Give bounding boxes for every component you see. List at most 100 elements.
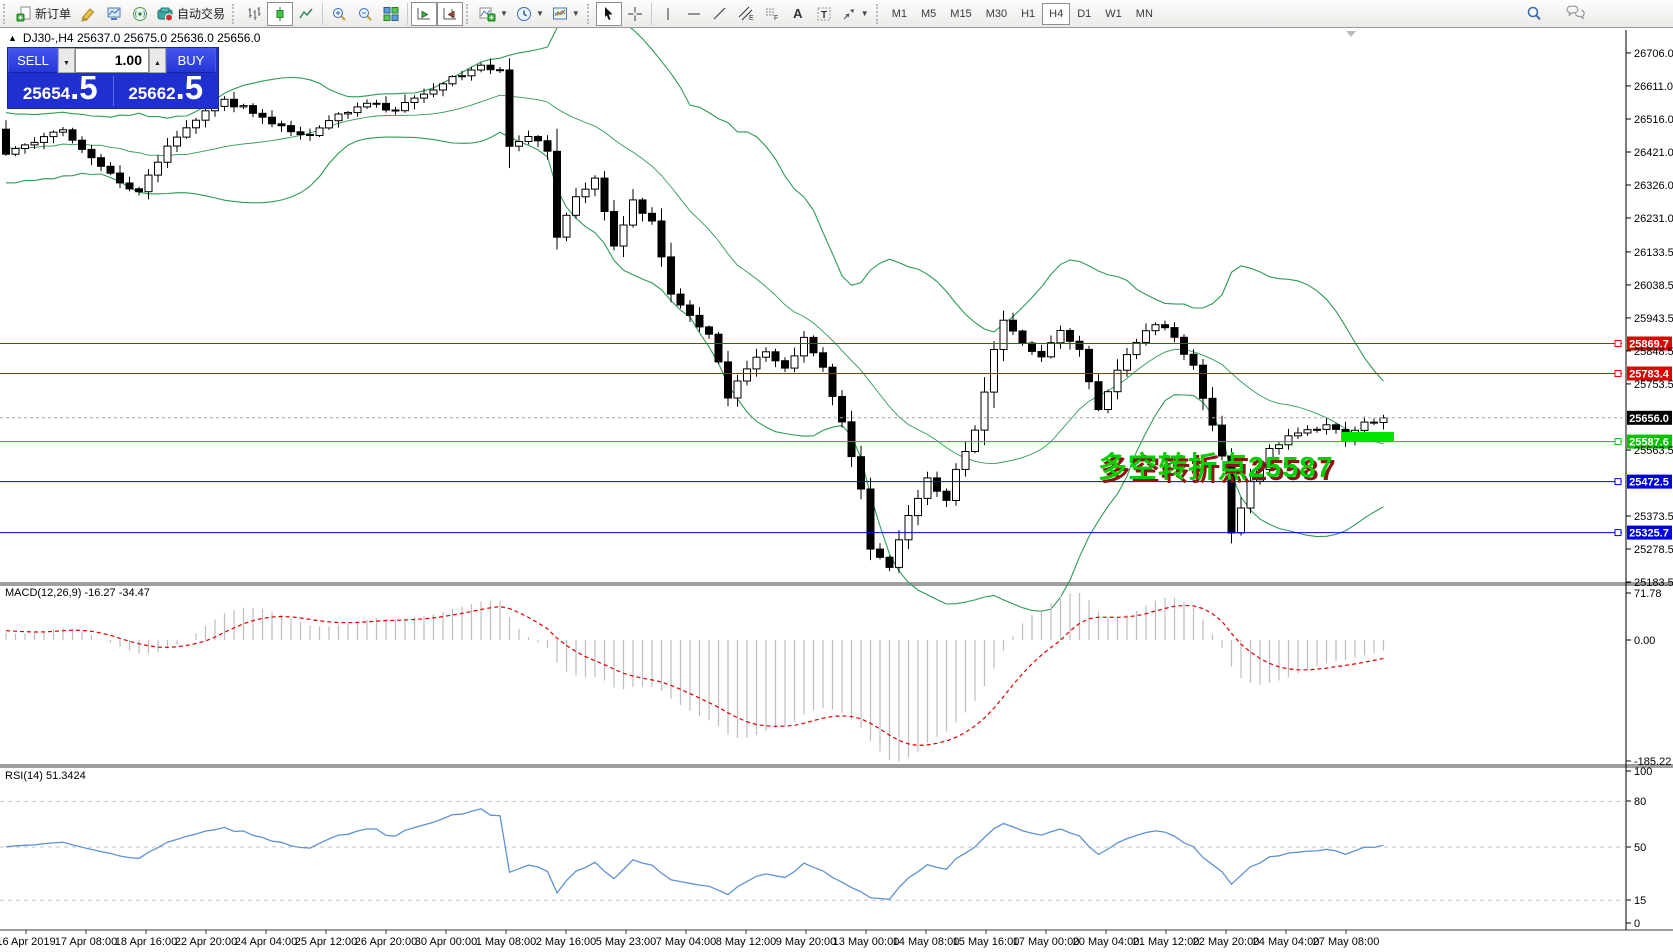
candlestick-mode-button[interactable] [267, 1, 294, 26]
volume-increase-button[interactable]: ▲ [149, 48, 166, 73]
tab-timeframe-M1[interactable]: M1 [885, 3, 914, 25]
bull-candle [21, 144, 29, 149]
cursor-tool-button[interactable] [595, 1, 622, 26]
price-tag-label: 25325.7 [1629, 528, 1669, 540]
bear-candle [705, 326, 713, 335]
zoom-out-button[interactable] [352, 2, 378, 26]
bear-candle [1218, 424, 1226, 457]
tab-timeframe-M15[interactable]: M15 [943, 3, 978, 25]
profile-button[interactable] [101, 2, 127, 26]
time-tick-label: 20 May 04:00 [1073, 936, 1140, 948]
template-icon [552, 7, 567, 19]
profile-icon [107, 7, 121, 20]
new-order-button[interactable]: 新订单 [12, 2, 75, 26]
line-endpoint-handle[interactable] [1614, 340, 1622, 347]
bull-candle [1303, 429, 1312, 434]
templates-button[interactable]: ▼ [548, 2, 584, 26]
bear-candle [1018, 330, 1027, 344]
time-tick-label: 16 Apr 2019 [0, 936, 56, 948]
bear-candle [847, 421, 856, 458]
bull-candle [363, 102, 371, 108]
tab-timeframe-W1[interactable]: W1 [1098, 3, 1129, 25]
bear-candle [249, 105, 257, 114]
buy-button[interactable]: BUY [166, 48, 216, 73]
arrows-tool-button[interactable]: ▼ [837, 2, 873, 26]
time-tick-label: 17 Apr 08:00 [55, 936, 117, 948]
panel-collapse-arrow-icon[interactable]: ▲ [8, 33, 17, 43]
indicators-list-button[interactable]: ▼ [475, 2, 512, 26]
tab-timeframe-H1[interactable]: H1 [1014, 3, 1042, 25]
equidistant-channel-icon: E [738, 6, 754, 22]
channel-tool-button[interactable]: E [733, 2, 759, 26]
line-endpoint-handle[interactable] [1614, 438, 1622, 446]
tab-timeframe-M30[interactable]: M30 [979, 3, 1014, 25]
chat-button[interactable] [1561, 2, 1589, 26]
macd-scale-label: 71.78 [1634, 588, 1662, 600]
highlight-level-bar[interactable] [1341, 432, 1394, 441]
bear-candle [638, 199, 647, 214]
tab-timeframe-M5[interactable]: M5 [914, 3, 943, 25]
search-icon [1527, 6, 1541, 21]
price-tag [1627, 525, 1672, 540]
line-endpoint-handle[interactable] [1614, 529, 1622, 537]
zoom-in-icon [333, 7, 346, 21]
trendline-tool-button[interactable] [707, 2, 733, 26]
chart-shift-button[interactable] [437, 1, 464, 26]
dropdown-caret-icon: ▼ [571, 9, 580, 18]
line-chart-mode-button[interactable] [293, 2, 319, 26]
line-endpoint-handle[interactable] [1614, 370, 1622, 377]
trendline-icon [713, 7, 726, 19]
bear-candle [610, 211, 618, 247]
bull-candle [1360, 421, 1369, 431]
vertical-line-tool-button[interactable] [655, 2, 681, 26]
tab-timeframe-H4[interactable]: H4 [1042, 2, 1071, 25]
sell-price[interactable]: 25654.5 [22, 69, 98, 106]
crayon-button[interactable] [75, 2, 101, 26]
time-tick-label: 18 Apr 16:00 [115, 936, 177, 948]
sell-button[interactable]: SELL [8, 48, 58, 73]
bear-candle [135, 188, 143, 193]
zoom-in-button[interactable] [326, 2, 352, 26]
buy-price[interactable]: 25662.5 [128, 69, 204, 106]
svg-text:T: T [821, 10, 827, 21]
time-tick-label: 7 May 04:00 [656, 936, 717, 948]
signal-button[interactable] [127, 2, 153, 26]
time-tick-label: 13 May 00:00 [833, 936, 900, 948]
volume-input[interactable]: 1.00 [75, 48, 149, 73]
time-tick-label: 27 May 08:00 [1313, 936, 1380, 948]
line-endpoint-handle[interactable] [1614, 478, 1622, 486]
tile-windows-button[interactable] [378, 2, 404, 26]
bull-candle [239, 105, 248, 108]
bar-chart-mode-button[interactable] [241, 2, 267, 26]
bear-candle [1085, 348, 1093, 383]
fibonacci-tool-button[interactable]: F [759, 2, 785, 26]
periods-button[interactable]: ▼ [512, 2, 548, 26]
auto-scroll-button[interactable] [411, 1, 438, 26]
autotrade-button[interactable]: 自动交易 [153, 2, 229, 26]
rsi-scale-label: 80 [1634, 796, 1646, 808]
time-tick-label: 5 May 23:00 [596, 936, 657, 948]
chart-annotation-text[interactable]: 多空转折点25587 [1098, 452, 1334, 484]
price-tick-label: 26516.0 [1634, 114, 1673, 126]
bull-candle [790, 355, 799, 369]
crosshair-tool-button[interactable] [622, 2, 648, 26]
volume-decrease-button[interactable]: ▼ [58, 48, 75, 73]
rsi-scale-label: 15 [1634, 895, 1646, 907]
bear-candle [2, 128, 10, 155]
bear-candle [1075, 340, 1084, 350]
time-tick-label: 22 May 20:00 [1193, 936, 1260, 948]
price-tick-label: 26038.5 [1634, 280, 1673, 292]
tab-timeframe-D1[interactable]: D1 [1070, 3, 1098, 25]
bull-candle [952, 468, 960, 501]
bull-candle [923, 477, 932, 499]
label-tool-button[interactable]: T [811, 2, 837, 26]
tab-timeframe-MN[interactable]: MN [1129, 3, 1160, 25]
horizontal-line-tool-button[interactable] [681, 2, 707, 26]
bear-candle [828, 366, 837, 397]
price-tick-label: 25373.5 [1634, 511, 1673, 523]
time-tick-label: 8 May 12:00 [716, 936, 777, 948]
text-tool-button[interactable]: A [785, 2, 811, 26]
search-button[interactable] [1521, 2, 1547, 26]
